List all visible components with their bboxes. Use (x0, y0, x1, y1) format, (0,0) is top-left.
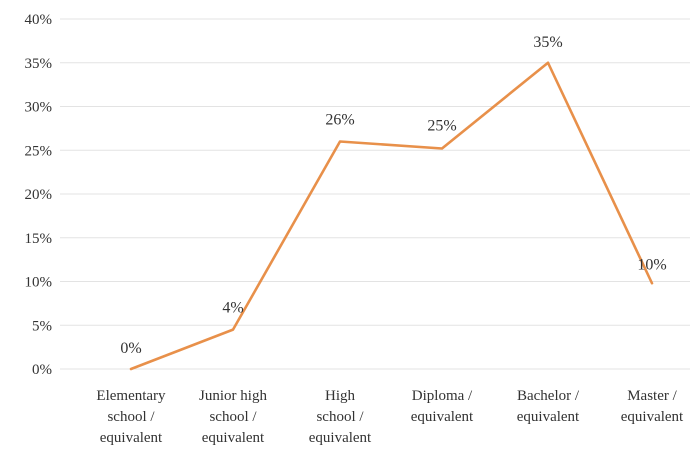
data-label: 4% (222, 300, 243, 317)
data-label: 25% (427, 118, 456, 135)
x-tick-label: Diploma / equivalent (411, 388, 474, 425)
y-tick-label: 30% (25, 100, 53, 116)
series-layer (129, 61, 654, 371)
y-tick-label: 35% (25, 56, 53, 72)
y-tick-label: 20% (25, 187, 53, 203)
y-tick-label: 5% (32, 318, 52, 334)
data-label: 35% (533, 34, 562, 51)
data-label: 26% (325, 112, 354, 129)
series-line (129, 61, 654, 371)
x-axis-labels: Elementary school / equivalent Junior high s… (96, 388, 684, 446)
x-tick-label: High school / equivalent (309, 388, 372, 446)
x-tick-label: Elementary school / equivalent (96, 388, 166, 446)
y-tick-label: 0% (32, 362, 52, 378)
x-tick-label: Master / equivalent (621, 388, 684, 425)
grid-layer (60, 18, 690, 370)
data-label: 10% (637, 256, 666, 273)
y-tick-label: 25% (25, 143, 53, 159)
y-tick-label: 40% (25, 12, 53, 28)
x-tick-label: Bachelor / equivalent (517, 388, 580, 425)
y-tick-label: 15% (25, 231, 53, 247)
y-tick-label: 10% (25, 275, 53, 291)
data-labels: 0% 4% 26% 25% 35% 10% (120, 34, 666, 357)
x-tick-label: Junior high school / equivalent (199, 388, 267, 446)
data-label: 0% (120, 340, 141, 357)
y-axis-ticks: 0% 5% 10% 15% 20% 25% 30% 35% 40% (25, 12, 53, 378)
